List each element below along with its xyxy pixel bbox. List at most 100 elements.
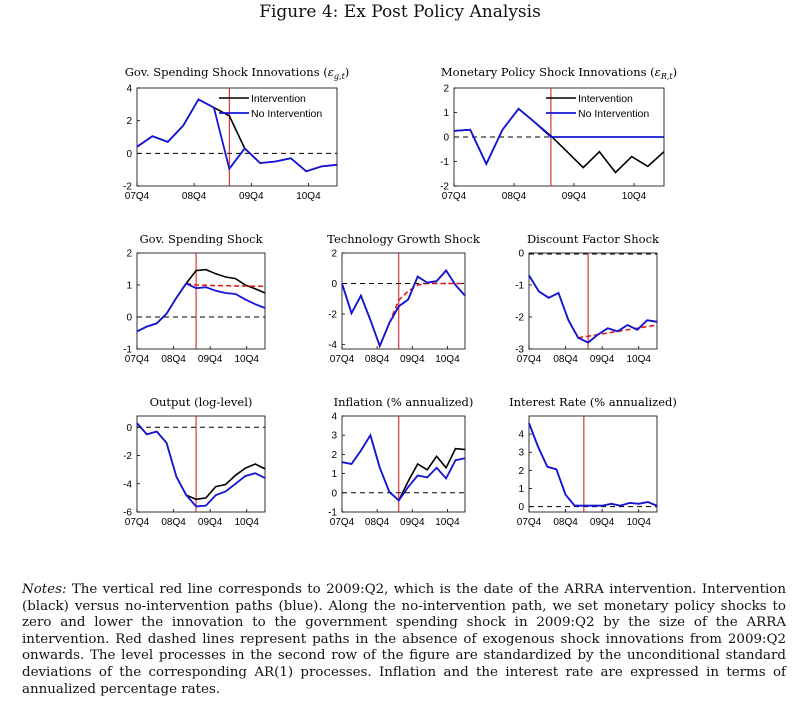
x-tick-label: 07Q4 [442, 191, 467, 202]
series-counterfactual [186, 282, 265, 288]
legend-label-intervention: Intervention [578, 93, 633, 105]
y-tick-label: 0 [126, 313, 132, 324]
y-tick-label: -2 [123, 451, 132, 462]
y-tick-label: -1 [328, 508, 337, 519]
plot-frame [136, 252, 266, 350]
y-tick-label: -2 [328, 309, 337, 320]
panel-output: Output (log-level) -6 -4 -2 0 07Q4 08Q4 09Q4 10Q… [108, 395, 308, 556]
y-tick-label: 2 [518, 466, 524, 477]
panel-gov-spending-innovations: Gov. Spending Shock Innovations (εg,t) -2… [108, 64, 378, 224]
series-intervention [528, 422, 658, 507]
plot-frame [341, 252, 466, 350]
figure-title: Figure 4: Ex Post Policy Analysis [259, 2, 541, 22]
legend-label-intervention: Intervention [251, 93, 306, 105]
x-tick-label: 07Q4 [517, 354, 542, 365]
plot-frame [528, 252, 658, 350]
x-tick-label: 08Q4 [182, 191, 207, 202]
x-tick-label: 07Q4 [125, 517, 150, 528]
y-tick-label: -4 [328, 340, 337, 351]
y-tick-label: -1 [515, 281, 524, 292]
chart-technology-growth-shock: Technology Growth Shock -4 -2 0 2 07Q4 08Q4 09Q… [327, 232, 481, 365]
panel-interest-rate: Interest Rate (% annualized) 0 1 2 3 4 07Q4 08Q… [500, 395, 700, 556]
y-tick-label: 2 [126, 116, 132, 127]
chart-title: Discount Factor Shock [527, 232, 660, 246]
x-tick-label: 07Q4 [517, 517, 542, 528]
panel-gov-spending-shock: Gov. Spending Shock -1 0 1 2 07Q4 08Q4 09Q4 10Q4 [108, 232, 308, 393]
y-tick-label: 3 [331, 431, 337, 442]
legend-label-no-intervention: No Intervention [578, 108, 649, 120]
y-tick-label: 1 [443, 108, 449, 119]
series-intervention [341, 269, 466, 349]
y-tick-label: 0 [126, 423, 132, 434]
chart-title: Interest Rate (% annualized) [509, 395, 677, 409]
y-tick-label: -3 [515, 345, 524, 356]
y-tick-label: 3 [518, 448, 524, 459]
panel-discount-factor-shock: Discount Factor Shock -3 -2 -1 0 07Q4 08Q4 09Q4… [500, 232, 700, 393]
x-tick-label: 09Q4 [590, 354, 615, 365]
chart-title: Technology Growth Shock [327, 232, 481, 246]
y-tick-label: -1 [440, 157, 449, 168]
legend-label-no-intervention: No Intervention [251, 108, 322, 120]
series-no-intervention [341, 269, 466, 349]
chart-title: Inflation (% annualized) [334, 395, 474, 409]
y-tick-label: 2 [331, 249, 337, 260]
chart-discount-factor-shock: Discount Factor Shock -3 -2 -1 0 07Q4 08Q4 09Q4… [515, 232, 660, 365]
series-no-intervention [528, 422, 658, 507]
chart-title: Monetary Policy Shock Innovations (εR,t) [441, 65, 677, 81]
y-tick-label: -6 [123, 508, 132, 519]
plot-frame [136, 415, 266, 513]
y-tick-label: 0 [331, 488, 337, 499]
y-tick-label: -2 [123, 182, 132, 193]
series-no-intervention [136, 282, 266, 333]
chart-monetary-policy-innovations: Monetary Policy Shock Innovations (εR,t)… [440, 65, 677, 202]
chart-inflation: Inflation (% annualized) -1 0 1 2 3 4 07Q4 08Q4 0… [328, 395, 474, 528]
series-no-intervention [528, 274, 658, 344]
x-tick-label: 08Q4 [161, 517, 186, 528]
notes-label: Notes: [22, 582, 67, 597]
series-no-intervention [453, 107, 664, 167]
series-intervention [136, 422, 266, 501]
y-tick-label: 4 [126, 84, 132, 95]
x-tick-label: 09Q4 [590, 517, 615, 528]
plot-frame [136, 87, 338, 187]
y-tick-label: 1 [126, 281, 132, 292]
y-tick-label: 4 [331, 412, 337, 423]
x-tick-label: 09Q4 [239, 191, 264, 202]
series-no-intervention [341, 432, 466, 502]
x-tick-label: 08Q4 [553, 517, 578, 528]
chart-title: Gov. Spending Shock [139, 232, 263, 246]
y-tick-label: 4 [518, 430, 524, 441]
series-counterfactual [388, 282, 465, 324]
y-tick-label: -2 [440, 182, 449, 193]
y-tick-label: 0 [518, 249, 524, 260]
x-tick-label: 08Q4 [365, 517, 390, 528]
y-tick-label: 0 [443, 133, 449, 144]
panel-monetary-policy-innovations: Monetary Policy Shock Innovations (εR,t)… [425, 64, 695, 224]
x-tick-label: 07Q4 [125, 191, 150, 202]
x-tick-label: 10Q4 [234, 354, 259, 365]
plot-frame [528, 415, 658, 513]
y-tick-label: 2 [126, 249, 132, 260]
x-tick-label: 07Q4 [330, 517, 355, 528]
series-intervention [528, 274, 658, 344]
x-tick-label: 10Q4 [435, 517, 460, 528]
x-tick-label: 08Q4 [161, 354, 186, 365]
chart-title: Gov. Spending Shock Innovations (εg,t) [125, 65, 350, 81]
series-intervention [341, 433, 466, 502]
series-no-intervention [136, 98, 338, 173]
chart-title: Output (log-level) [150, 395, 253, 409]
x-tick-label: 09Q4 [198, 517, 223, 528]
x-tick-label: 08Q4 [502, 191, 527, 202]
notes-text: The vertical red line corresponds to 200… [22, 582, 786, 697]
x-tick-label: 10Q4 [626, 354, 651, 365]
y-tick-label: -2 [515, 313, 524, 324]
series-no-intervention [136, 422, 266, 508]
x-tick-label: 08Q4 [553, 354, 578, 365]
x-tick-label: 10Q4 [622, 191, 647, 202]
y-tick-label: -1 [123, 345, 132, 356]
x-tick-label: 08Q4 [365, 354, 390, 365]
y-tick-label: 0 [331, 279, 337, 290]
x-tick-label: 07Q4 [330, 354, 355, 365]
chart-gov-spending-innovations: Gov. Spending Shock Innovations (εg,t) -2… [123, 65, 350, 202]
plot-frame [341, 415, 466, 513]
